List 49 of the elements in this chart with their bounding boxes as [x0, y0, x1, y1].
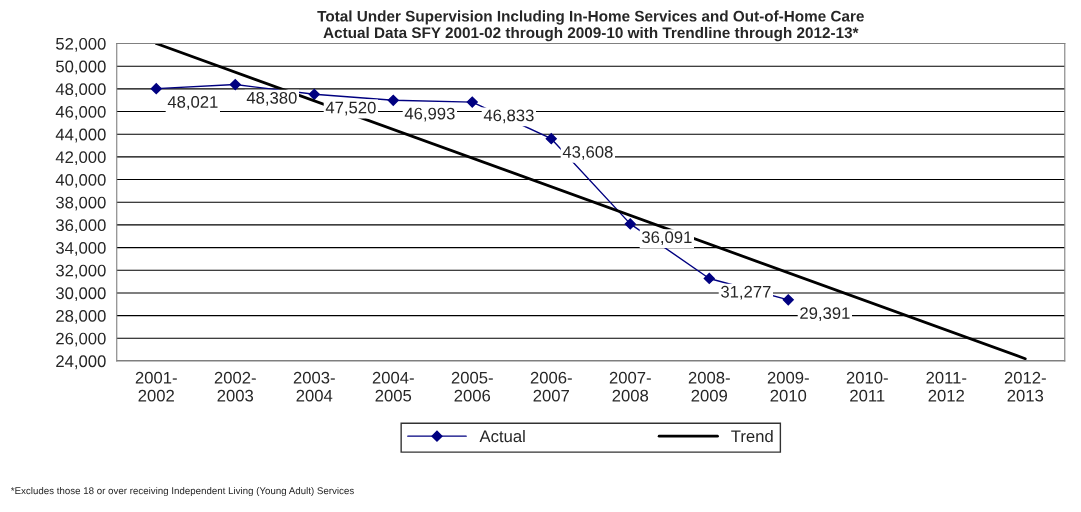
y-tick-label: 42,000 [55, 151, 106, 166]
data-label: 43,608 [562, 146, 613, 160]
y-tick-label: 34,000 [56, 241, 106, 256]
point [150, 83, 162, 95]
point [545, 133, 557, 145]
y-tick-label: 48,000 [55, 83, 106, 98]
point [782, 294, 794, 306]
chart-title: Total Under Supervision Including In-Home Services and Out-of-Home Care Actual Data SFY 2001-02 through 2009-10 with Trendline through 2012-13* [317, 10, 864, 42]
y-tick-label: 28,000 [56, 310, 106, 324]
x-tick-label: 2007- 2008 [609, 371, 651, 402]
y-tick-label: 32,000 [56, 264, 106, 279]
data-label: 46,993 [404, 107, 455, 122]
text: *Excludes those 18 or over receiving Independent Living (Young Adult) Services [10, 486, 354, 497]
x-tick-label: 2011- 2012 [926, 371, 967, 402]
y-tick-label: 46,000 [55, 105, 106, 120]
x-tick-label: 2009- 2010 [767, 371, 809, 402]
y-tick-label: 24,000 [56, 355, 106, 370]
y-tick-label: 38,000 [56, 196, 106, 211]
data-label: 46,833 [483, 109, 534, 124]
data-label: 48,021 [167, 96, 218, 110]
y-tick-label: 52,000 [56, 37, 106, 52]
x-tick-label: 2001- 2002 [135, 371, 177, 402]
legend-label: Actual [479, 429, 525, 443]
x-tick-label: 2004- 2005 [372, 371, 414, 402]
point [229, 78, 241, 91]
x-tick-label: 2003- 2004 [293, 371, 335, 402]
y-tick-label: 30,000 [56, 287, 106, 302]
data-label: 48,380 [246, 91, 297, 106]
x-tick-label: 2012- 2013 [1004, 371, 1046, 402]
data-label: 47,520 [325, 101, 376, 116]
x-tick-label: 2006- 2007 [530, 371, 572, 402]
point [387, 94, 399, 106]
x-tick-label: 2005- 2006 [451, 371, 493, 402]
y-tick-label: 36,000 [56, 219, 106, 234]
data-label: 29,391 [800, 307, 850, 321]
y-tick-label: 26,000 [56, 332, 106, 347]
point [466, 96, 478, 108]
legend-label: Trend [731, 429, 773, 443]
point [703, 272, 715, 285]
x-tick-label: 2010- 2011 [846, 371, 888, 402]
y-tick-label: 50,000 [56, 60, 106, 75]
point [624, 218, 636, 230]
x-tick-label: 2008- 2009 [688, 371, 730, 402]
point [308, 88, 320, 100]
data-label: 31,277 [721, 285, 771, 300]
data-label: 36,091 [642, 231, 692, 246]
x-tick-label: 2002- 2003 [214, 371, 256, 402]
y-tick-label: 40,000 [55, 173, 106, 188]
y-tick-label: 44,000 [55, 128, 106, 143]
